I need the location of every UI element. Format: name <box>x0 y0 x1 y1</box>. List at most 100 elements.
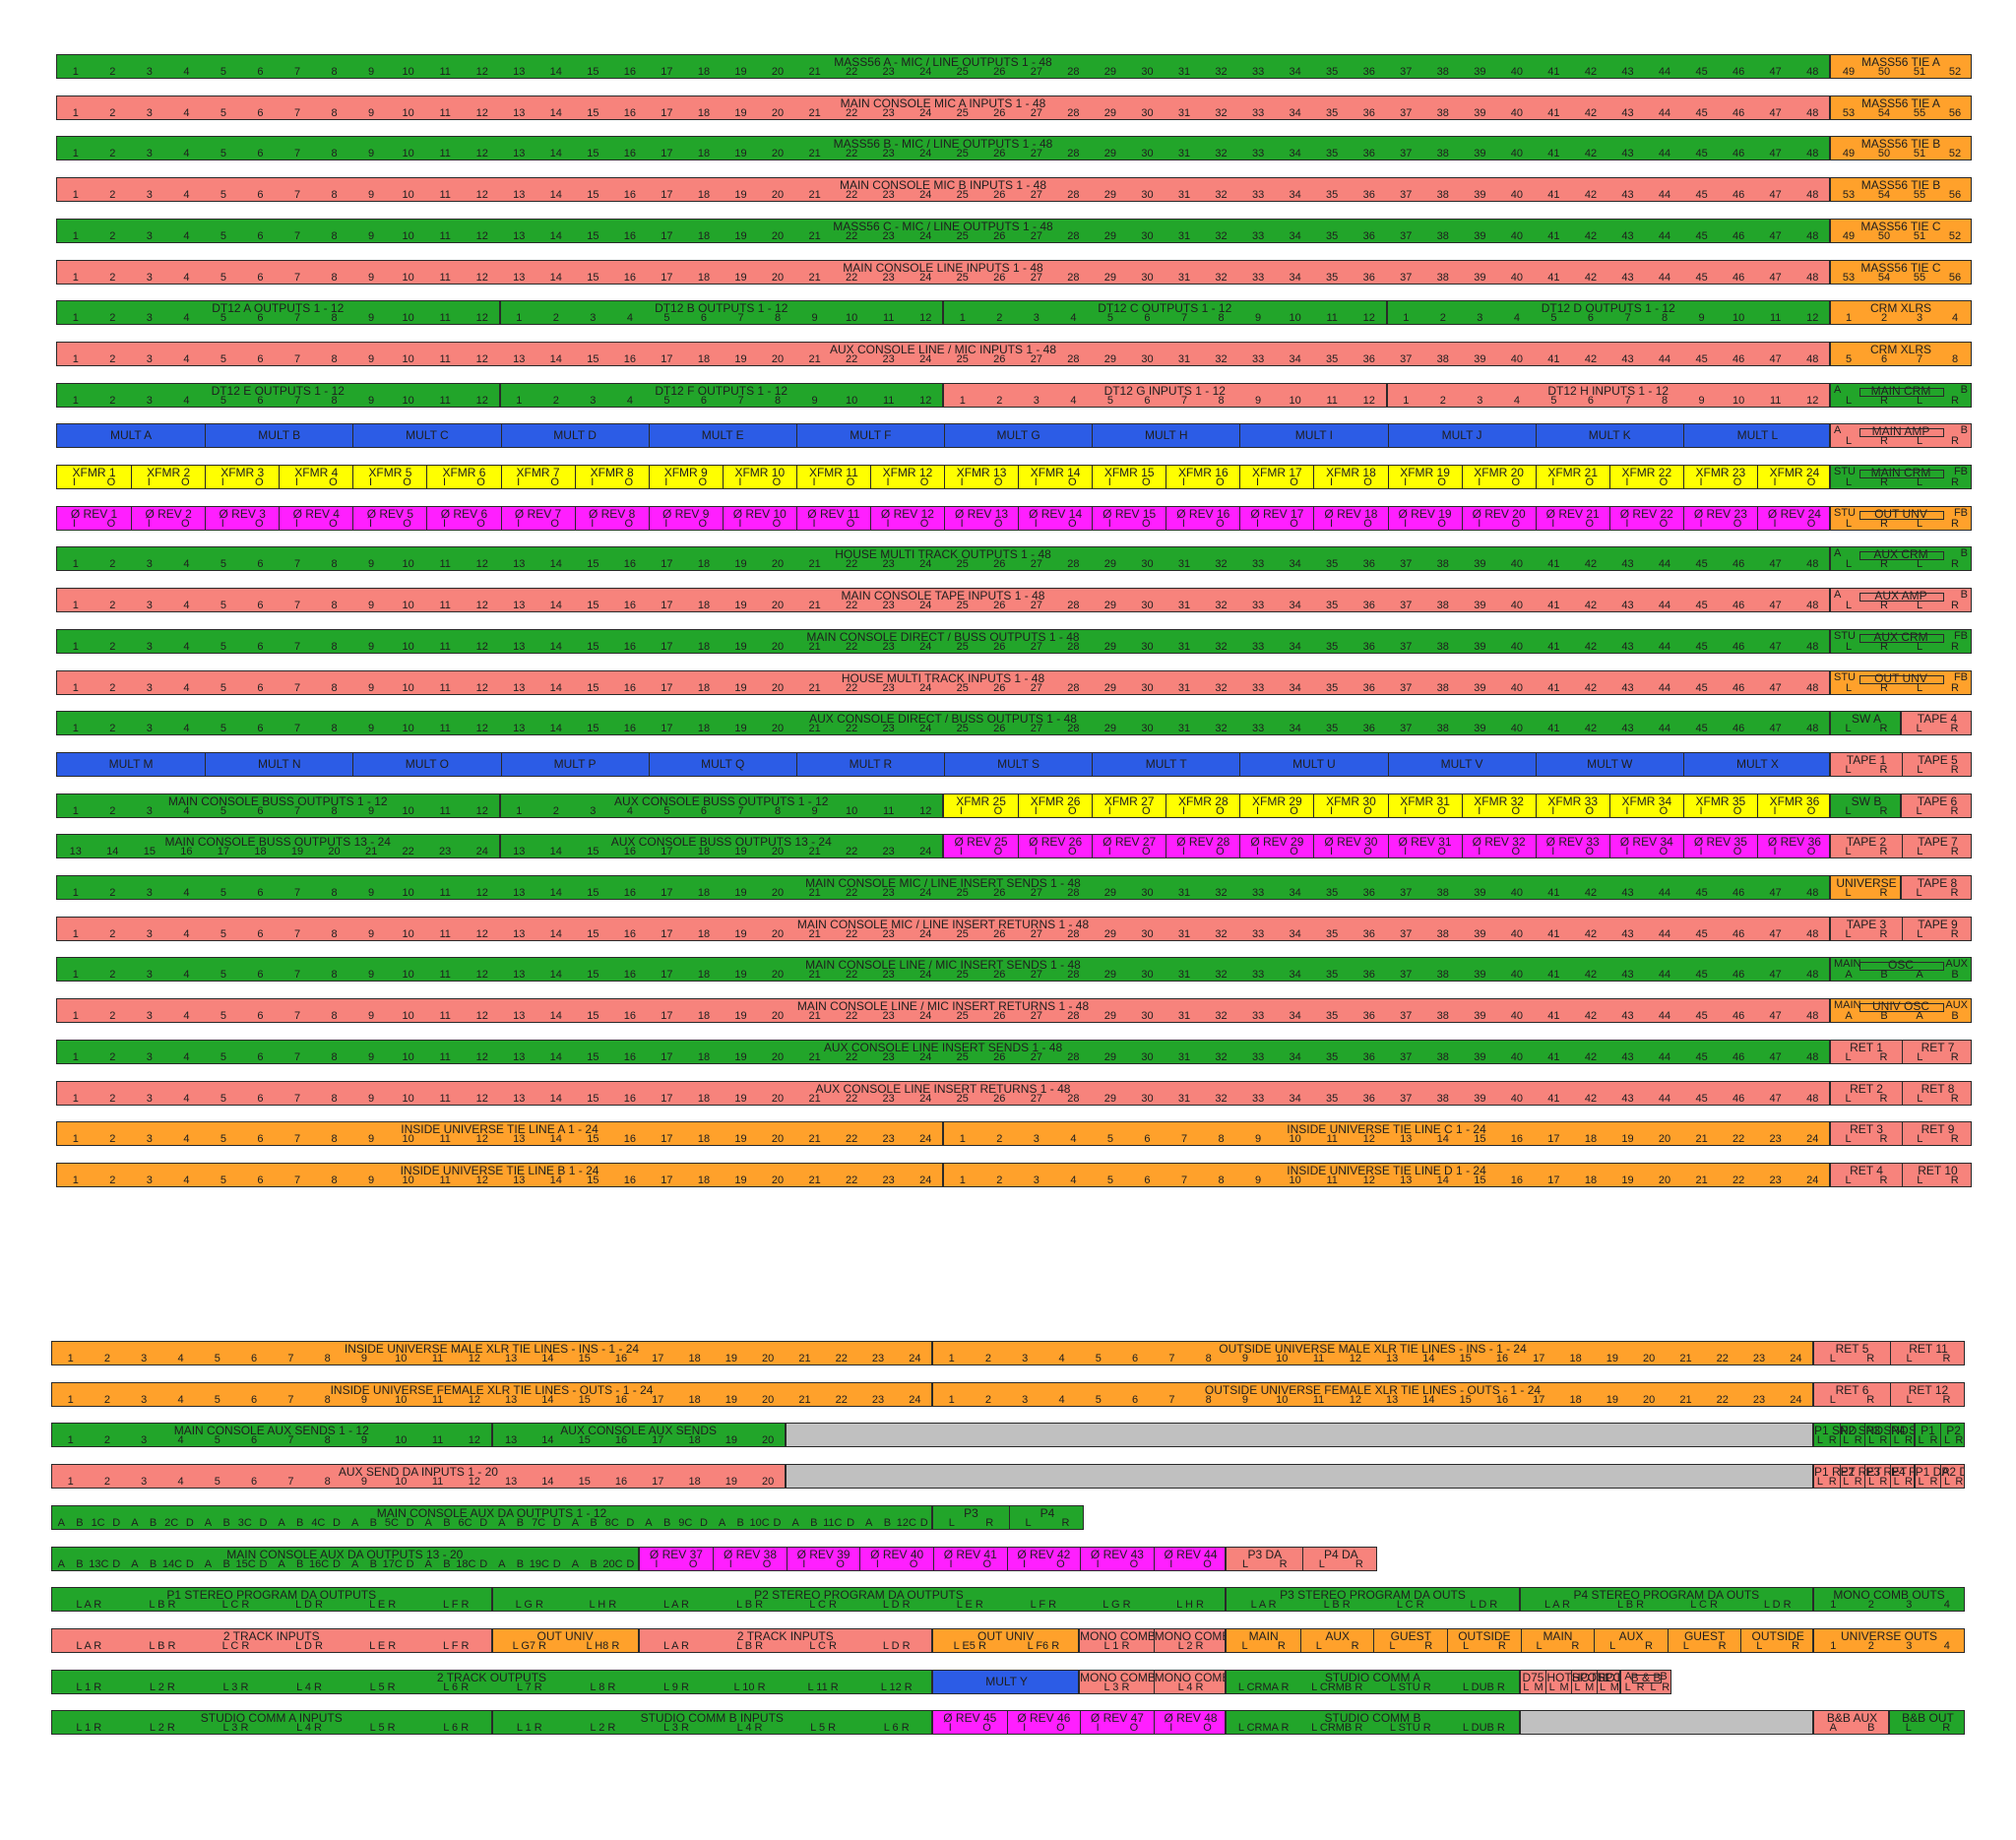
patch-cell: XFMR 29 I O <box>1239 793 1313 817</box>
jack-label: 1 <box>72 229 79 242</box>
jack-label: 14 <box>549 148 562 160</box>
jack-label: 12 <box>475 352 488 365</box>
jack-label: I <box>1107 804 1111 817</box>
jack-label: 27 <box>1030 106 1042 119</box>
jack-label: B <box>1880 969 1888 982</box>
jack-label: L <box>1917 763 1923 776</box>
jack-label: 27 <box>1030 229 1042 242</box>
jack-label: 10 <box>402 312 414 325</box>
jack-label: 8 <box>331 969 338 982</box>
jack-label: 13 <box>513 189 526 202</box>
segment-label: MASS56 TIE A <box>1861 95 1940 110</box>
jack-label: 13 <box>505 1353 518 1364</box>
jack-label: 12 <box>475 229 488 242</box>
jack-label: 16 <box>614 1476 628 1489</box>
jack-label: 21 <box>808 1174 821 1186</box>
jack-label: I <box>443 517 447 530</box>
patch-cell: XFMR 25 I O <box>944 794 1018 817</box>
patch-cell: MULT B <box>205 424 352 448</box>
jack-label: L B R <box>735 1599 764 1612</box>
patch-segment: INSIDE UNIVERSE FEMALE XLR TIE LINES - O… <box>51 1381 932 1407</box>
jack-label: L H R <box>1176 1599 1204 1612</box>
patch-cell: Ø REV 12 I O <box>869 506 944 530</box>
patch-segment: MAIN CONSOLE BUSS OUTPUTS 1 - 12 1 2 3 4 5 6 7 8… <box>56 793 500 818</box>
jack-label: 47 <box>1769 148 1782 160</box>
jack-label: 41 <box>1547 927 1560 940</box>
jack-label: D <box>773 1516 782 1529</box>
cell-label: Ø REV 10 <box>732 506 787 521</box>
jack-label: 8 <box>331 189 338 202</box>
jack-label: 37 <box>1400 1050 1413 1063</box>
jack-label: 33 <box>1251 106 1265 119</box>
jack-label: 21 <box>808 1133 821 1146</box>
jack-label: 22 <box>846 723 858 735</box>
jack-label: 4 <box>177 1353 184 1364</box>
jack-label: 42 <box>1584 558 1598 571</box>
jack-label: 43 <box>1621 106 1634 119</box>
jack-label: 19 <box>724 1393 738 1406</box>
patch-segment: AUX SEND DA INPUTS 1 - 20 1 2 3 4 5 6 7 8 9 10 11 12… <box>51 1464 786 1490</box>
upper-row: MASS56 C - MIC / LINE OUTPUTS 1 - 48 1 2 3 4… <box>0 218 2016 243</box>
segment-label: MAIN CONSOLE LINE / MIC INSERT RETURNS 1… <box>796 999 1090 1014</box>
cell-label: XFMR 9 <box>663 466 708 479</box>
patch-cell: MULT A <box>57 424 205 447</box>
jack-label: R <box>1571 1639 1580 1652</box>
cell-label: SW A <box>1851 712 1881 727</box>
patch-segment: AUX CRM STU FB L R L R <box>1830 628 1972 654</box>
segment-label: AUX CONSOLE LINE INSERT SENDS 1 - 48 <box>823 1040 1063 1054</box>
jack-label: 10 <box>402 558 414 571</box>
jack-label: 6 <box>1587 312 1595 325</box>
jack-label: 20 <box>771 640 785 653</box>
jack-label: R <box>1905 1434 1913 1447</box>
jack-label: 19 <box>734 927 747 940</box>
jack-label: 28 <box>1067 352 1080 365</box>
jack-label: 41 <box>1547 189 1560 202</box>
jack-label: 6 <box>251 1353 258 1364</box>
jack-label: 4 <box>1943 1599 1950 1612</box>
segment-label: 2 TRACK OUTPUTS <box>436 1670 547 1684</box>
jack-label: 3 <box>146 229 153 242</box>
jack-label: 40 <box>1510 969 1524 982</box>
jack-label: 14 <box>549 887 562 899</box>
jack-label: I <box>1551 846 1555 858</box>
patch-segment: INSIDE UNIVERSE TIE LINE B 1 - 24 1 2 3 4 5 6 7… <box>56 1162 943 1187</box>
jack-label: L H R <box>589 1599 617 1612</box>
jack-label: 10C <box>749 1516 770 1529</box>
jack-label: 42 <box>1584 681 1598 694</box>
jack-label: 6 <box>257 1050 264 1063</box>
jack-label: 41 <box>1547 1010 1560 1023</box>
jack-label: 25 <box>956 640 969 653</box>
jack-label: R <box>1955 1434 1964 1447</box>
jack-label: 46 <box>1732 66 1745 78</box>
upper-row: MAIN CONSOLE MIC A INPUTS 1 - 48 1 2 3 4 5 6 7 8… <box>0 95 2016 120</box>
jack-label: 28 <box>1067 148 1080 160</box>
jack-label: 2 <box>552 312 559 325</box>
jack-label: 10 <box>1289 312 1301 325</box>
jack-label: 6 <box>1132 1393 1139 1406</box>
jack-label: 40 <box>1510 600 1524 612</box>
jack-label: B <box>369 1516 377 1529</box>
jack-label: L D R <box>295 1639 323 1652</box>
jack-label: 9 <box>368 394 375 407</box>
jack-label: 43 <box>1621 927 1634 940</box>
jack-label: I <box>517 517 521 530</box>
jack-label: 14 <box>549 558 562 571</box>
jack-label: 48 <box>1806 927 1819 940</box>
jack-label: 36 <box>1362 106 1375 119</box>
